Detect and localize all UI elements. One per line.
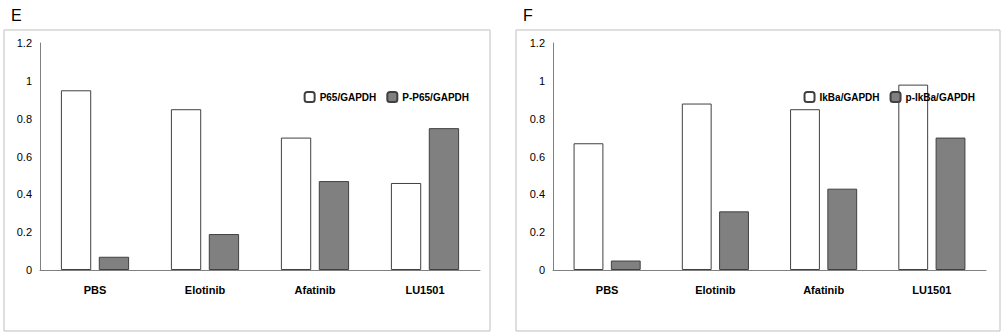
svg-text:0.4: 0.4 xyxy=(530,188,545,200)
svg-text:PBS: PBS xyxy=(84,284,107,296)
svg-text:0: 0 xyxy=(539,264,545,276)
svg-text:F: F xyxy=(523,7,533,24)
svg-text:0.2: 0.2 xyxy=(530,226,545,238)
svg-text:0.2: 0.2 xyxy=(17,226,32,238)
svg-text:P65/GAPDH: P65/GAPDH xyxy=(320,92,377,103)
svg-text:1: 1 xyxy=(539,75,545,87)
svg-text:PBS: PBS xyxy=(596,284,619,296)
svg-text:0.6: 0.6 xyxy=(17,151,32,163)
svg-text:1.2: 1.2 xyxy=(17,37,32,49)
svg-text:1: 1 xyxy=(26,75,32,87)
svg-text:IkBa/GAPDH: IkBa/GAPDH xyxy=(820,92,880,103)
svg-text:P-P65/GAPDH: P-P65/GAPDH xyxy=(402,92,469,103)
svg-text:0.8: 0.8 xyxy=(530,113,545,125)
svg-text:0: 0 xyxy=(26,264,32,276)
svg-text:Afatinib: Afatinib xyxy=(295,284,336,296)
svg-text:Elotinib: Elotinib xyxy=(185,284,226,296)
svg-text:LU1501: LU1501 xyxy=(912,284,951,296)
svg-text:0.6: 0.6 xyxy=(530,151,545,163)
svg-text:0.8: 0.8 xyxy=(17,113,32,125)
svg-text:p-IkBa/GAPDH: p-IkBa/GAPDH xyxy=(906,92,975,103)
svg-text:0.4: 0.4 xyxy=(17,188,32,200)
svg-text:LU1501: LU1501 xyxy=(405,284,444,296)
svg-text:Afatinib: Afatinib xyxy=(803,284,844,296)
svg-text:Elotinib: Elotinib xyxy=(695,284,736,296)
svg-text:1.2: 1.2 xyxy=(530,37,545,49)
svg-text:E: E xyxy=(11,7,22,24)
